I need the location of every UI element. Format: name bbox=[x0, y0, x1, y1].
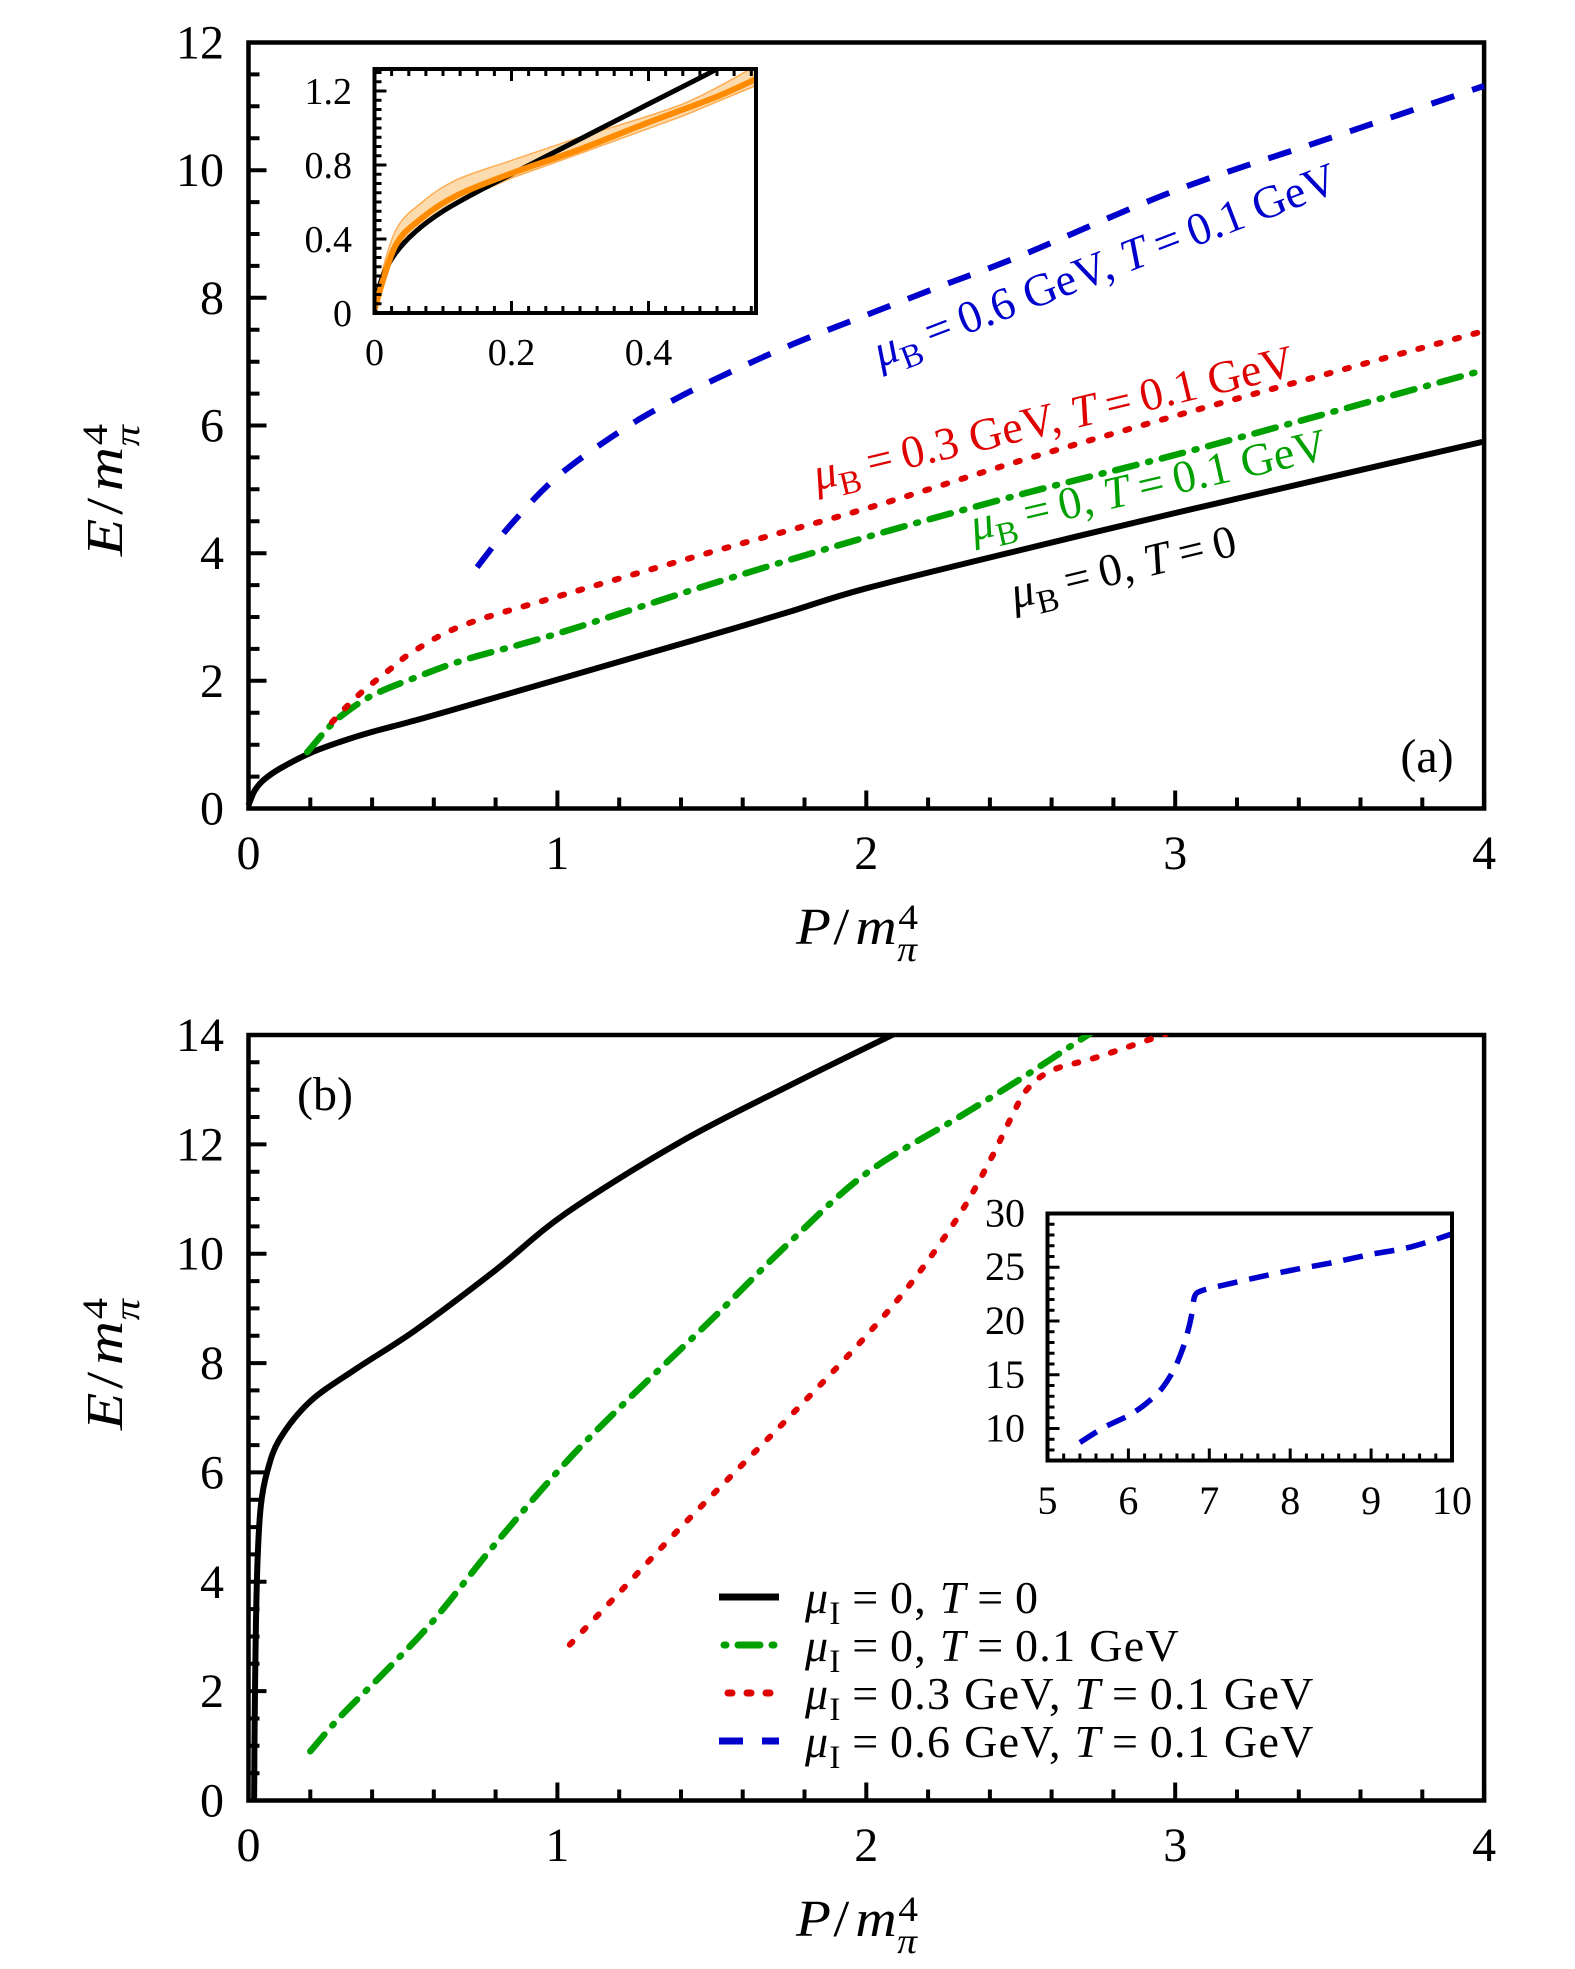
svg-text:6: 6 bbox=[200, 400, 224, 453]
svg-text:0.8: 0.8 bbox=[305, 145, 353, 187]
svg-text:9: 9 bbox=[1361, 1478, 1381, 1523]
svg-text:E/m4π: E/m4π bbox=[75, 424, 147, 558]
svg-text:2: 2 bbox=[854, 1819, 878, 1872]
svg-text:30: 30 bbox=[985, 1191, 1025, 1236]
svg-text:10: 10 bbox=[176, 144, 224, 197]
svg-text:4: 4 bbox=[1472, 827, 1496, 880]
svg-text:μI = 0.3 GeV, T = 0.1 GeV: μI = 0.3 GeV, T = 0.1 GeV bbox=[804, 1668, 1315, 1728]
svg-text:4: 4 bbox=[1472, 1819, 1496, 1872]
svg-text:2: 2 bbox=[200, 1665, 224, 1718]
svg-text:10: 10 bbox=[985, 1406, 1025, 1451]
svg-text:3: 3 bbox=[1163, 827, 1187, 880]
svg-text:4: 4 bbox=[200, 1556, 224, 1609]
svg-text:P/m4π: P/m4 π bbox=[795, 1889, 918, 1961]
svg-text:0.4: 0.4 bbox=[305, 219, 353, 261]
svg-text:15: 15 bbox=[985, 1352, 1025, 1397]
svg-text:8: 8 bbox=[200, 1337, 224, 1390]
svg-text:0: 0 bbox=[365, 332, 384, 374]
svg-text:0.2: 0.2 bbox=[488, 332, 536, 374]
svg-text:(a): (a) bbox=[1400, 730, 1453, 783]
svg-text:5: 5 bbox=[1038, 1478, 1058, 1523]
svg-text:(b): (b) bbox=[297, 1068, 353, 1121]
svg-text:6: 6 bbox=[1118, 1478, 1138, 1523]
svg-text:14: 14 bbox=[176, 1009, 224, 1062]
svg-text:8: 8 bbox=[1280, 1478, 1300, 1523]
svg-text:8: 8 bbox=[200, 272, 224, 325]
svg-text:0: 0 bbox=[237, 1819, 261, 1872]
svg-text:μI = 0.6 GeV, T = 0.1 GeV: μI = 0.6 GeV, T = 0.1 GeV bbox=[804, 1716, 1315, 1776]
svg-text:25: 25 bbox=[985, 1244, 1025, 1289]
svg-text:7: 7 bbox=[1199, 1478, 1219, 1523]
svg-text:10: 10 bbox=[176, 1228, 224, 1281]
svg-text:0: 0 bbox=[200, 1775, 224, 1828]
svg-text:2: 2 bbox=[200, 655, 224, 708]
svg-text:12: 12 bbox=[176, 1118, 224, 1171]
svg-text:0: 0 bbox=[200, 783, 224, 836]
svg-text:12: 12 bbox=[176, 17, 224, 70]
svg-text:6: 6 bbox=[200, 1446, 224, 1499]
svg-text:μI = 0, T = 0.1 GeV: μI = 0, T = 0.1 GeV bbox=[804, 1620, 1180, 1680]
svg-text:0: 0 bbox=[333, 293, 352, 335]
svg-text:1.2: 1.2 bbox=[305, 71, 353, 113]
svg-text:1: 1 bbox=[545, 827, 569, 880]
svg-text:20: 20 bbox=[985, 1298, 1025, 1343]
svg-text:10: 10 bbox=[1432, 1478, 1472, 1523]
svg-text:μI = 0, T = 0: μI = 0, T = 0 bbox=[804, 1572, 1039, 1632]
svg-text:0: 0 bbox=[237, 827, 261, 880]
svg-text:0.4: 0.4 bbox=[625, 332, 673, 374]
svg-text:P/m4π: P/m4 π bbox=[795, 897, 918, 969]
svg-text:3: 3 bbox=[1163, 1819, 1187, 1872]
svg-text:E/m4π: E/m4π bbox=[75, 1298, 147, 1432]
svg-text:4: 4 bbox=[200, 527, 224, 580]
svg-text:1: 1 bbox=[545, 1819, 569, 1872]
svg-text:2: 2 bbox=[854, 827, 878, 880]
